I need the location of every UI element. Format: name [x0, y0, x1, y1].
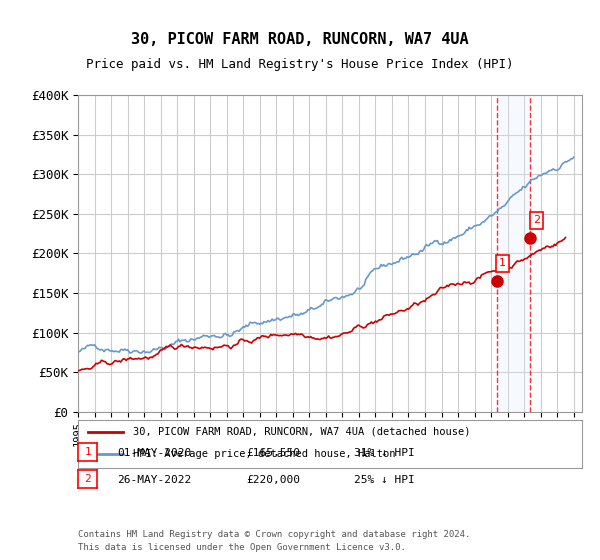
Text: HPI: Average price, detached house, Halton: HPI: Average price, detached house, Halt… — [133, 449, 396, 459]
Bar — [497, 95, 530, 412]
Text: £165,550: £165,550 — [246, 448, 300, 458]
Text: 1: 1 — [84, 447, 91, 457]
Text: Price paid vs. HM Land Registry's House Price Index (HPI): Price paid vs. HM Land Registry's House … — [86, 58, 514, 71]
Text: 30, PICOW FARM ROAD, RUNCORN, WA7 4UA: 30, PICOW FARM ROAD, RUNCORN, WA7 4UA — [131, 32, 469, 46]
Text: This data is licensed under the Open Government Licence v3.0.: This data is licensed under the Open Gov… — [78, 543, 406, 552]
Text: 25% ↓ HPI: 25% ↓ HPI — [354, 475, 415, 485]
Text: 26-MAY-2022: 26-MAY-2022 — [117, 475, 191, 485]
Text: 1: 1 — [499, 258, 506, 268]
Text: 2: 2 — [84, 474, 91, 484]
Text: 30, PICOW FARM ROAD, RUNCORN, WA7 4UA (detached house): 30, PICOW FARM ROAD, RUNCORN, WA7 4UA (d… — [133, 427, 471, 437]
Text: 2: 2 — [533, 216, 540, 225]
Text: £220,000: £220,000 — [246, 475, 300, 485]
Text: 31% ↓ HPI: 31% ↓ HPI — [354, 448, 415, 458]
Text: Contains HM Land Registry data © Crown copyright and database right 2024.: Contains HM Land Registry data © Crown c… — [78, 530, 470, 539]
Text: 01-MAY-2020: 01-MAY-2020 — [117, 448, 191, 458]
